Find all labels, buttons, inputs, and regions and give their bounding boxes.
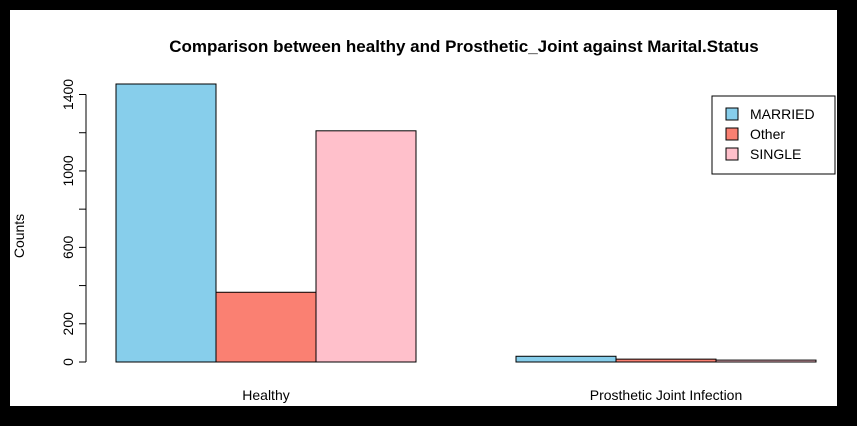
legend-swatch: [725, 107, 739, 121]
bar-other-1: [615, 358, 717, 363]
legend-label: Other: [750, 126, 785, 142]
bars-group: [115, 83, 817, 363]
bar-married-1: [515, 355, 617, 363]
y-tick-label: 1000: [60, 155, 76, 186]
y-tick-label: 600: [60, 235, 76, 259]
legend-swatch: [725, 147, 739, 161]
y-axis: 0 200 600 1000 1400: [60, 79, 87, 366]
legend-label: SINGLE: [750, 146, 801, 162]
y-axis-label: Counts: [11, 214, 27, 258]
category-label: Healthy: [242, 387, 289, 403]
legend-label: MARRIED: [750, 106, 815, 122]
y-tick-label: 200: [60, 312, 76, 336]
bar-single-1: [715, 359, 817, 363]
bar-single-0: [315, 130, 417, 363]
bar-chart: Comparison between healthy and Prostheti…: [11, 37, 836, 403]
bar-married-0: [115, 83, 217, 363]
category-label: Prosthetic Joint Infection: [590, 387, 743, 403]
chart-title: Comparison between healthy and Prostheti…: [169, 37, 758, 56]
bar-other-0: [215, 291, 317, 363]
legend: MARRIED Other SINGLE: [711, 95, 836, 175]
category-labels: Healthy Prosthetic Joint Infection: [242, 387, 742, 403]
y-tick-label: 0: [60, 358, 76, 366]
y-tick-label: 1400: [60, 79, 76, 110]
legend-swatch: [725, 127, 739, 141]
plot-frame: Comparison between healthy and Prostheti…: [10, 10, 837, 406]
